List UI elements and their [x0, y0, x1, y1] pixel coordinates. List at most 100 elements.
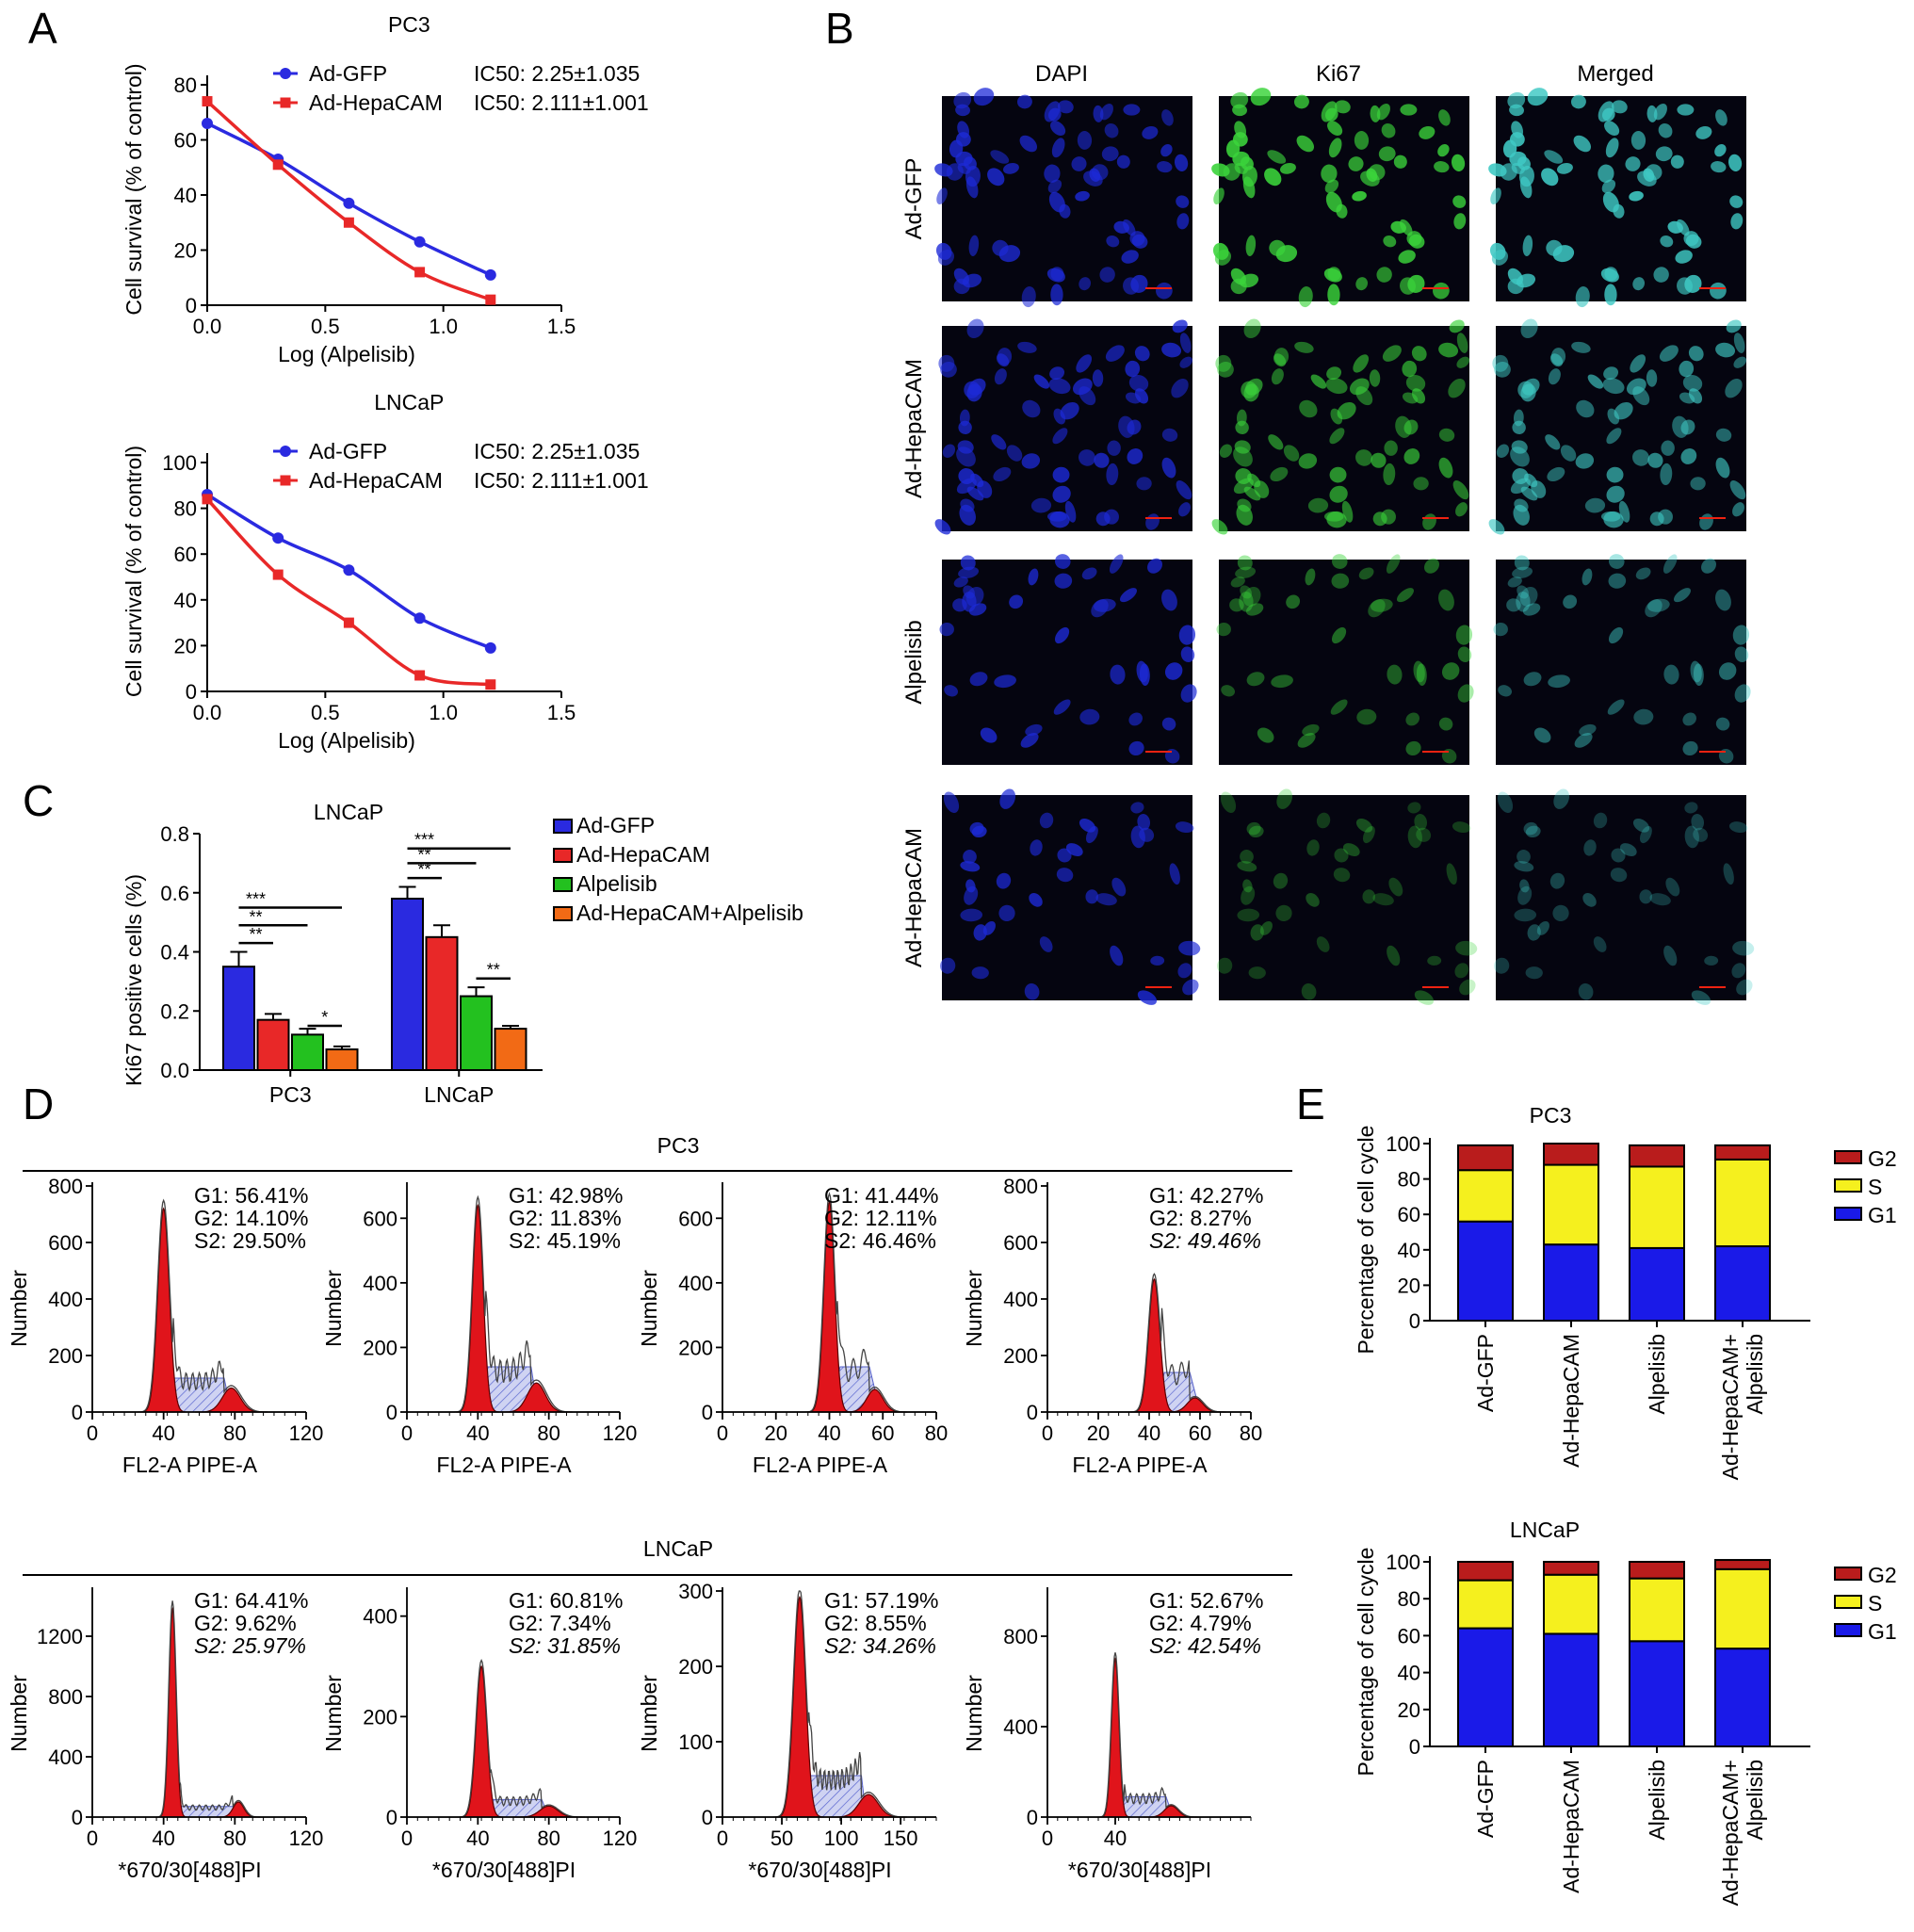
nucleus [1056, 868, 1074, 883]
stack-segment-g2 [1629, 1144, 1685, 1168]
nucleus [1123, 104, 1141, 116]
phase-stat: G1: 57.19% [824, 1588, 938, 1613]
nucleus [1413, 660, 1425, 683]
nucleus [1372, 893, 1394, 906]
nucleus [1649, 893, 1671, 906]
nucleus [1575, 453, 1595, 469]
nucleus [1407, 802, 1421, 814]
nucleus [949, 139, 964, 158]
nucleus [1246, 672, 1265, 687]
nucleus [1509, 104, 1524, 117]
phase-stat: G2: 9.62% [194, 1611, 297, 1635]
legend-label: G1 [1868, 1203, 1897, 1227]
data-point [485, 294, 496, 305]
nucleus [1395, 415, 1412, 438]
nucleus [1297, 733, 1316, 748]
x-tick-label: 20 [1087, 1421, 1110, 1445]
nucleus [1016, 94, 1032, 109]
g1-peak [456, 1203, 500, 1413]
nucleus [1052, 428, 1068, 445]
data-point [484, 268, 496, 281]
nucleus [1576, 399, 1595, 418]
nucleus [991, 434, 1007, 450]
nucleus [1076, 354, 1093, 373]
nucleus [1645, 599, 1663, 618]
nucleus [1661, 440, 1675, 456]
nucleus [1024, 982, 1040, 1000]
nucleus [958, 566, 980, 579]
nucleus [1180, 646, 1195, 663]
x-category-label: Alpelisib [1743, 1760, 1767, 1841]
nucleus [1524, 473, 1538, 488]
nucleus [956, 446, 976, 467]
nucleus [1242, 879, 1253, 893]
nucleus [1381, 123, 1396, 138]
nucleus [1527, 924, 1541, 941]
y-tick-label: 1200 [37, 1625, 83, 1648]
nucleus [1355, 818, 1373, 833]
nucleus [1633, 708, 1654, 725]
y-tick-label: 60 [174, 543, 197, 566]
nucleus [1516, 591, 1531, 612]
nucleus [1414, 990, 1435, 1005]
nucleus [1400, 104, 1418, 116]
nucleus [1545, 434, 1561, 450]
nucleus [1456, 333, 1468, 353]
nucleus [1370, 105, 1381, 122]
nucleus [1243, 318, 1261, 339]
row-title: PC3 [657, 1133, 700, 1158]
nucleus [960, 908, 983, 922]
nucleus [1079, 708, 1100, 725]
micrograph-merged [1493, 554, 1751, 765]
nucleus [1106, 463, 1119, 486]
x-tick-label: 80 [223, 1421, 246, 1445]
legend-marker [280, 446, 291, 457]
stack-segment-s [1457, 1169, 1514, 1223]
nucleus [1111, 877, 1127, 897]
data-point [414, 267, 426, 278]
data-point [343, 617, 354, 628]
nucleus [1416, 663, 1427, 687]
nucleus [1177, 963, 1192, 979]
nucleus [1647, 452, 1663, 468]
nucleus [1064, 500, 1077, 523]
micrograph-dapi [939, 554, 1197, 765]
nucleus [1150, 955, 1165, 966]
micrograph-merged [1494, 788, 1755, 1005]
nucleus [1085, 825, 1098, 844]
y-tick-label: 20 [1398, 1698, 1420, 1722]
bar [256, 1018, 290, 1071]
x-tick-label: 40 [1104, 1826, 1127, 1850]
x-tick-label: 1.5 [547, 701, 576, 724]
nucleus [1382, 345, 1402, 362]
x-category-label: Ad-HepaCAM+ [1718, 1760, 1743, 1906]
phase-stat: G2: 7.34% [509, 1611, 611, 1635]
stack-segment-g1 [1457, 1220, 1514, 1322]
chart-c-ki67-bars: LNCaP 0.0 0.2 0.4 0.6 0.8 Ki67 positive cells … [122, 800, 803, 1107]
nucleus [1175, 154, 1189, 171]
y-tick-label: 200 [363, 1336, 397, 1359]
chart-title: LNCaP [1510, 1518, 1580, 1542]
g1-peak [157, 1606, 187, 1818]
nucleus [1079, 277, 1092, 291]
nucleus [1517, 850, 1531, 864]
row-label: Ad-HepaCAM [901, 828, 927, 967]
nucleus [1655, 146, 1673, 162]
nucleus [1355, 277, 1369, 291]
y-tick-label: 0.0 [160, 1059, 189, 1082]
nucleus [1424, 558, 1439, 574]
x-tick-label: 0.5 [311, 701, 340, 724]
micrograph-ki67 [1211, 88, 1469, 308]
nucleus [1094, 598, 1116, 612]
x-axis-label: FL2-A PIPE-A [1072, 1453, 1208, 1477]
nucleus [1453, 213, 1467, 230]
nucleus [1520, 318, 1538, 339]
nucleus [973, 924, 987, 941]
nucleus [1324, 179, 1339, 194]
nucleus [1574, 733, 1593, 748]
nucleus [1271, 674, 1293, 689]
x-tick-label: 40 [466, 1826, 489, 1850]
stack-segment-g2 [1714, 1144, 1771, 1161]
x-category-label: Alpelisib [1645, 1760, 1669, 1841]
nucleus [956, 478, 977, 495]
